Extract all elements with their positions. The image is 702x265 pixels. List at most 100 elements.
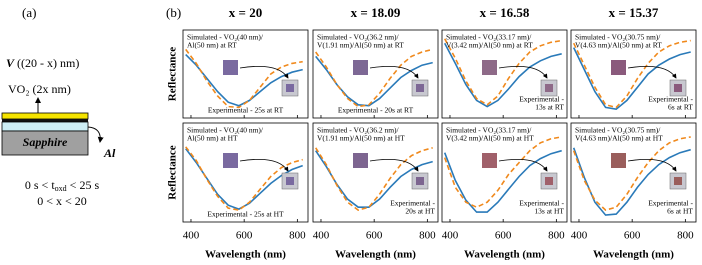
arrow [498,65,548,79]
annotation: V(3.42 nm)/Al(50 nm) at HT [446,134,534,143]
series-line [185,48,303,109]
al-layer [1,121,89,132]
annotation: Simulated - VO₂(40 nm)/ [187,33,264,42]
arrow [87,126,104,143]
x-axis-label: Wavelength (nm) [205,249,286,261]
arrow [369,158,419,172]
annotation: Experimental - [648,95,693,104]
series-line [572,136,691,211]
arrow [627,158,677,172]
al-label: Al [103,146,116,160]
series-line [572,47,691,111]
panel-label: (b) [166,5,181,20]
series-line [315,48,433,108]
y-axis-label: Reflectance [167,145,179,199]
series-line [572,39,691,109]
v-symbol: V [6,56,15,70]
x-axis-label: Wavelength (nm) [335,249,416,261]
v-layer [1,112,89,120]
annotation: V(4.63 nm)/Al(50 nm) at RT [575,41,662,50]
annotation: Experimental - 20s at RT [338,106,414,115]
annotation: Simulated - VO₂(33.17 nm)/ [446,126,532,135]
x-tick-label: 600 [236,230,253,242]
plot-frame [570,122,697,223]
substrate [1,130,89,156]
x-tick-label: 600 [366,230,383,242]
sample-spot [286,177,294,185]
annotation: Experimental - [519,95,564,104]
x-tick-label: 400 [571,230,588,242]
annotation: Experimental - 25s at RT [208,106,284,115]
x-tick-label: 400 [183,230,200,242]
time-pre: 0 s < t [25,178,55,192]
time-post: < 25 s [67,178,100,192]
color-swatch [611,153,626,168]
series-line [443,42,562,108]
annotation: 6s at HT [667,207,693,216]
annotation: V(1.91 nm)/Al(50 nm) at HT [317,134,405,143]
vo2-layer [2,119,88,122]
color-swatch [223,60,238,75]
x-tick-label: 400 [442,230,459,242]
x-axis-label: Wavelength (nm) [593,249,674,261]
sample-spot [545,177,553,185]
sample-spot [416,177,424,185]
v-layer-label: V ((20 - x) nm) [6,56,79,70]
x-tick-label: 800 [548,230,565,242]
annotation: Simulated - VO₂(36.2 nm)/ [317,126,400,135]
panel-label: (a) [22,5,36,20]
annotation: 13s at HT [534,207,564,216]
arrow [239,65,289,79]
annotation: 13s at RT [535,103,564,112]
annotation: 20s at HT [405,207,435,216]
annotation: Al(50 nm) at HT [187,134,238,143]
arrow [239,158,289,172]
annotation: Simulated - VO₂(30.75 nm)/ [575,126,661,135]
annotation: V(4.63 nm)/Al(50 nm) at HT [575,134,663,143]
color-swatch [482,153,497,168]
sample-spot [286,84,294,92]
color-swatch [353,60,368,75]
annotation: Simulated - VO₂(36.2 nm)/ [317,33,400,42]
series-line [443,149,562,213]
annotation: Experimental - [648,199,693,208]
annotation: Simulated - VO₂(40 nm)/ [187,126,264,135]
time-range: 0 s < toxd < 25 s [25,178,100,193]
annotation: Experimental - 25s at HT [207,210,284,219]
x-tick-label: 600 [624,230,641,242]
color-swatch [482,60,497,75]
sample-spot [545,84,553,92]
annotation: Simulated - VO₂(30.75 nm)/ [575,33,661,42]
x-tick-label: 600 [495,230,512,242]
plot-frame [570,29,697,119]
plot-frame [312,122,439,223]
annotation: Al(50 nm) at RT [187,41,237,50]
time-sub: oxd [55,184,67,193]
column-title: x = 20 [229,5,262,20]
sample-spot [674,177,682,185]
plot-frame [441,29,568,119]
column-title: x = 16.58 [480,5,530,20]
annotation: Simulated - VO₂(33.17 nm)/ [446,33,532,42]
annotation: 6s at RT [668,103,693,112]
annotation: Experimental - [390,199,435,208]
column-title: x = 15.37 [609,5,659,20]
series-line [443,136,562,209]
column-title: x = 18.09 [351,5,401,20]
vo2-layer-label: VO₂ (2x nm) [8,82,71,96]
series-line [315,147,433,211]
x-tick-label: 400 [313,230,330,242]
plot-frame [182,29,309,119]
arrow [627,65,677,79]
y-axis-label: Reflectance [167,47,179,101]
panel-a: (a) V ((20 - x) nm) VO₂ (2x nm) Sapphire… [1,5,116,208]
annotation: Experimental - [519,199,564,208]
color-swatch [223,153,238,168]
arrow [369,65,419,79]
sample-spot [416,84,424,92]
x-axis-label: Wavelength (nm) [464,249,545,261]
x-tick-label: 800 [289,230,306,242]
series-line [443,38,562,106]
